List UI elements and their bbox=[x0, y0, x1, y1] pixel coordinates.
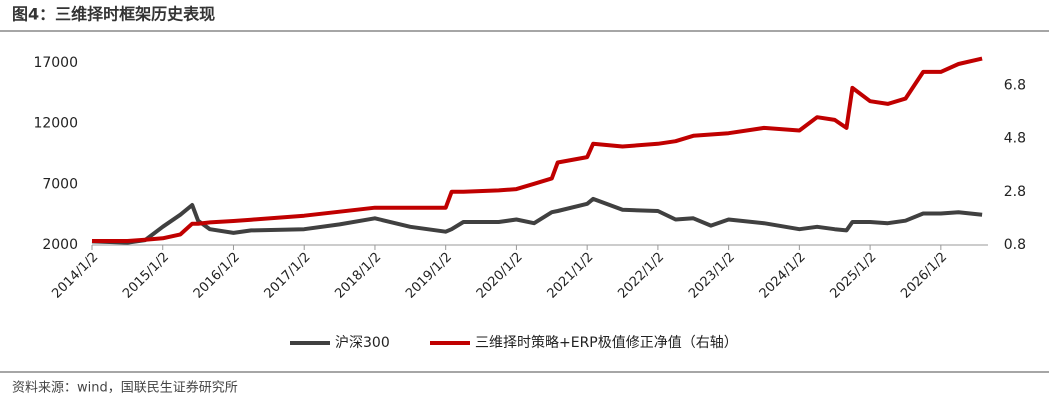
x-tick-label: 2025/1/2 bbox=[828, 250, 880, 302]
x-tick-label: 2026/1/2 bbox=[898, 250, 950, 302]
y2-tick-label: 0.8 bbox=[1004, 237, 1026, 253]
series-line bbox=[92, 56, 983, 243]
y-tick-label: 7000 bbox=[42, 176, 78, 192]
chart-title: 图4：三维择时框架历史表现 bbox=[12, 5, 215, 24]
y2-tick-label: 2.8 bbox=[1004, 184, 1026, 200]
x-tick-label: 2014/1/2 bbox=[49, 250, 101, 302]
y2-tick-label: 6.8 bbox=[1004, 77, 1026, 93]
y-tick-label: 2000 bbox=[42, 237, 78, 253]
x-tick-label: 2023/1/2 bbox=[686, 250, 738, 302]
legend-label: 沪深300 bbox=[335, 335, 390, 351]
x-tick-label: 2019/1/2 bbox=[403, 250, 455, 302]
x-tick-label: 2016/1/2 bbox=[191, 250, 243, 302]
legend-label: 三维择时策略+ERP极值修正净值（右轴） bbox=[475, 334, 738, 351]
y2-tick-label: 4.8 bbox=[1004, 131, 1026, 147]
x-tick-label: 2024/1/2 bbox=[757, 250, 809, 302]
x-tick-label: 2020/1/2 bbox=[474, 250, 526, 302]
x-tick-label: 2021/1/2 bbox=[545, 250, 597, 302]
y-tick-label: 17000 bbox=[33, 55, 78, 71]
source-note: 资料来源：wind，国联民生证券研究所 bbox=[12, 380, 238, 396]
series-line bbox=[91, 196, 983, 245]
y-tick-label: 12000 bbox=[33, 116, 78, 132]
x-tick-label: 2017/1/2 bbox=[262, 250, 314, 302]
x-tick-label: 2015/1/2 bbox=[120, 250, 172, 302]
x-tick-label: 2022/1/2 bbox=[615, 250, 667, 302]
x-tick-label: 2018/1/2 bbox=[332, 250, 384, 302]
